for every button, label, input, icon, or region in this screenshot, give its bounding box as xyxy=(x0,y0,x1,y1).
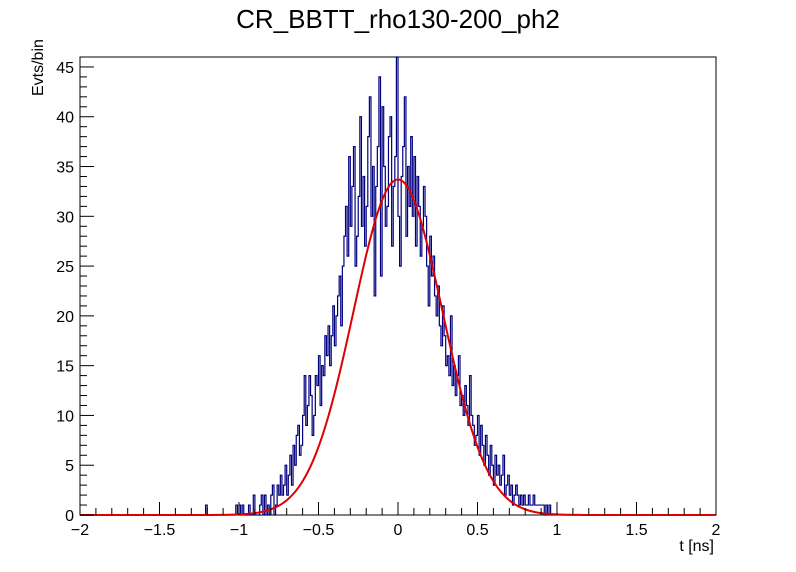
y-tick-label: 25 xyxy=(56,259,74,276)
x-tick-label: −1.5 xyxy=(144,522,176,539)
y-tick-label: 30 xyxy=(56,209,74,226)
x-axis-label: t [ns] xyxy=(679,538,714,555)
x-tick-label: 1.5 xyxy=(625,522,647,539)
chart-title: CR_BBTT_rho130-200_ph2 xyxy=(236,4,560,34)
y-tick-label: 40 xyxy=(56,110,74,127)
y-tick-label: 20 xyxy=(56,309,74,326)
x-tick-label: −0.5 xyxy=(303,522,335,539)
y-tick-label: 10 xyxy=(56,408,74,425)
x-tick-label: 1 xyxy=(553,522,562,539)
y-tick-label: 5 xyxy=(65,458,74,475)
y-tick-label: 0 xyxy=(65,508,74,525)
histogram-series xyxy=(80,56,716,516)
y-tick-label: 45 xyxy=(56,60,74,77)
x-tick-label: −2 xyxy=(71,522,89,539)
x-tick-label: −1 xyxy=(230,522,248,539)
x-tick-label: 0.5 xyxy=(466,522,488,539)
x-tick-label: 0 xyxy=(394,522,403,539)
y-axis-label: Evts/bin xyxy=(30,39,47,96)
x-tick-label: 2 xyxy=(712,522,721,539)
y-tick-label: 35 xyxy=(56,160,74,177)
gaussian-fit-curve xyxy=(80,178,716,516)
y-tick-label: 15 xyxy=(56,359,74,376)
